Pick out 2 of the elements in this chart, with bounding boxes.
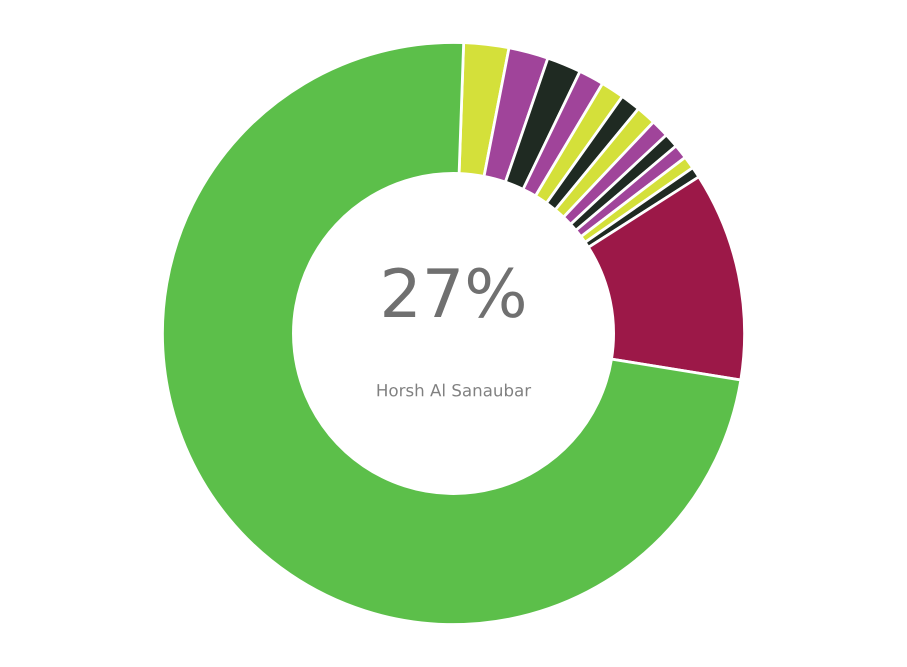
text: Horsh Al Sanaubar — [378, 384, 532, 397]
text: 27% — [384, 267, 524, 318]
